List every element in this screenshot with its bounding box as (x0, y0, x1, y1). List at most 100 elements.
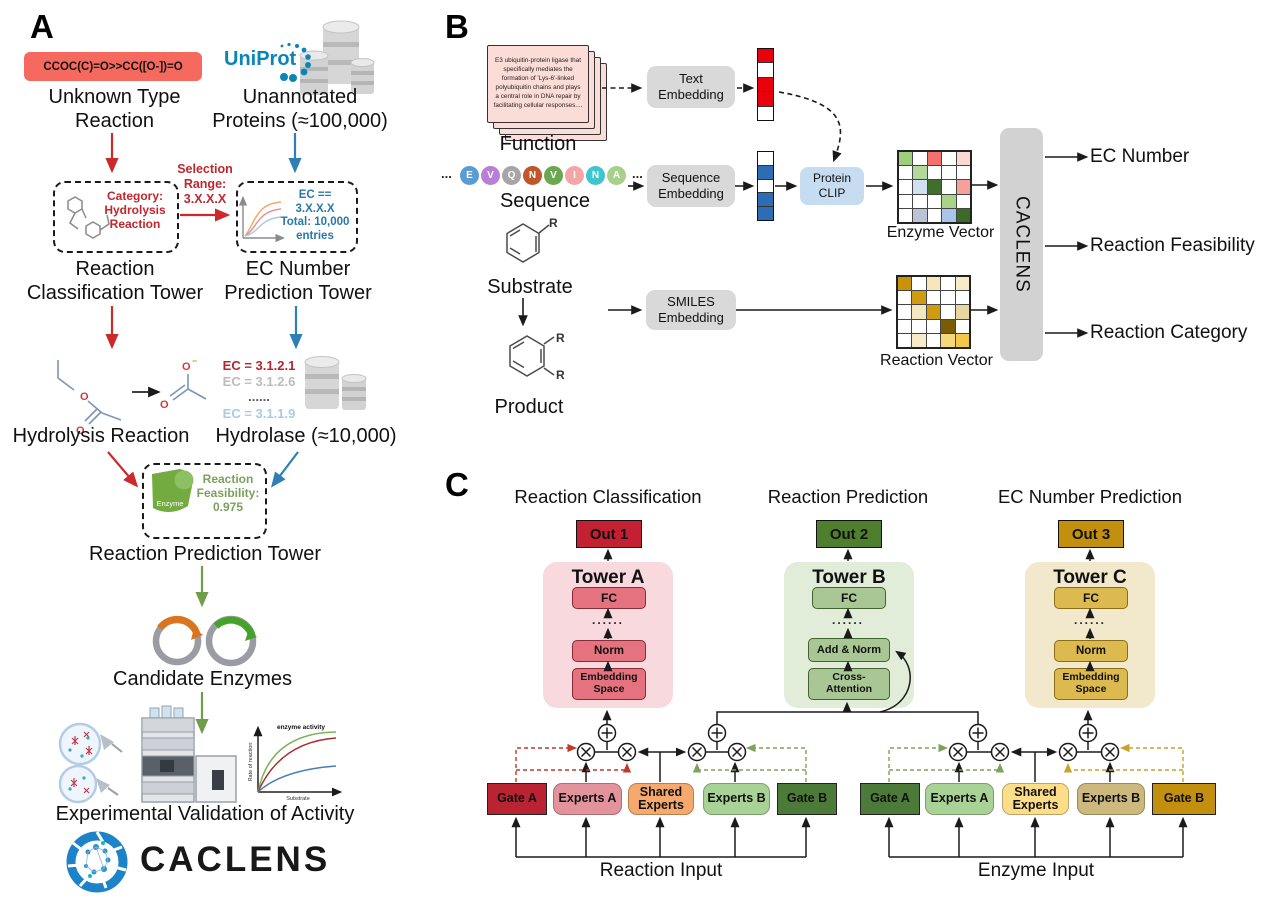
substrate-molecule (506, 223, 550, 263)
moe-right-experts-a: Experts A (925, 783, 994, 815)
otimes-icon (576, 742, 596, 762)
enzyme-vector-grid (897, 150, 972, 224)
vector-cell (758, 165, 773, 179)
vector-cell (942, 194, 956, 208)
otimes-icon (990, 742, 1010, 762)
vector-cell (899, 208, 913, 222)
ec-prediction-box (236, 181, 358, 253)
text-embedding-box: Text Embedding (647, 66, 735, 108)
panel-a-label: A (30, 8, 54, 45)
otimes-icon (687, 742, 707, 762)
ec-result-2: EC = 3.1.2.6 (222, 374, 296, 389)
vector-cell (899, 166, 913, 180)
otimes-icon (1058, 742, 1078, 762)
vector-cell (941, 333, 955, 347)
residue-circle: V (481, 166, 500, 185)
smiles-reaction-box: CCOC(C)=O>>CC([O-])=O (24, 52, 202, 81)
vector-cell (927, 152, 942, 166)
output-ec-number: EC Number (1090, 146, 1190, 167)
feasibility-text: Reaction Feasibility: 0.975 (196, 472, 260, 515)
vector-cell (758, 193, 773, 207)
residue-circle: Q (502, 166, 521, 185)
out3-box: Out 3 (1058, 520, 1124, 548)
panel-c-label: C (445, 466, 469, 503)
vector-cell (956, 152, 970, 166)
header-reaction-prediction: Reaction Prediction (767, 486, 929, 507)
vector-cell (926, 319, 941, 333)
reaction-prediction-box (142, 463, 267, 539)
ec-result-ellipsis: ...... (248, 389, 270, 404)
product-caption: Product (494, 396, 564, 418)
otimes-icon (1100, 742, 1120, 762)
sequence-caption: Sequence (499, 190, 591, 212)
vector-cell (926, 305, 941, 319)
vector-cell (927, 166, 942, 180)
plasmid-icons (152, 615, 257, 667)
tower-c-title: Tower C (1053, 567, 1127, 588)
svg-text:O: O (182, 361, 191, 373)
vector-cell (898, 319, 912, 333)
vector-cell (955, 277, 969, 291)
moe-left-gate-b: Gate B (777, 783, 837, 815)
vector-cell (927, 208, 942, 222)
otimes-icon (948, 742, 968, 762)
ec-box-text: EC == 3.X.X.X Total: 10,000 entries (280, 189, 350, 242)
gate-wires (515, 743, 1184, 782)
vector-cell (898, 291, 912, 305)
tower-c-embedding-space: Embedding Space (1054, 668, 1128, 700)
prediction-tower-caption: Reaction Prediction Tower (89, 543, 321, 565)
oplus-icon (968, 723, 988, 743)
vector-cell (955, 333, 969, 347)
sequence-ellipsis-left: ... (441, 166, 452, 181)
vector-cell (956, 194, 970, 208)
moe-right-gate-b: Gate B (1152, 783, 1216, 815)
caclens-logo-icon (66, 831, 128, 893)
moe-left-shared-experts: Shared Experts (628, 783, 694, 815)
vector-cell (913, 180, 927, 194)
database-icon (299, 20, 375, 95)
oplus-icon (707, 723, 727, 743)
acetate-molecule: O − O (160, 356, 207, 411)
svg-text:O: O (160, 399, 169, 411)
vector-cell (913, 208, 927, 222)
vector-cell (912, 305, 926, 319)
vector-cell (955, 291, 969, 305)
reaction-vector-label: Reaction Vector (880, 352, 993, 369)
ec-result-3: EC = 3.1.1.9 (222, 406, 296, 421)
residue-circle: N (523, 166, 542, 185)
vector-cell (942, 152, 956, 166)
residue-circle: N (586, 166, 605, 185)
vector-cell (955, 319, 969, 333)
vector-cell (941, 277, 955, 291)
tower-a-norm: Norm (572, 640, 646, 662)
vector-cell (899, 152, 913, 166)
tower-c-norm: Norm (1054, 640, 1128, 662)
activity-plot-title: enzyme activity (277, 724, 325, 731)
vector-cell (758, 63, 773, 77)
protein-clip-box: Protein CLIP (800, 167, 864, 205)
residue-circle: V (544, 166, 563, 185)
tower-b-add-norm: Add & Norm (808, 638, 890, 662)
reaction-vector-grid (896, 275, 971, 349)
vector-cell (926, 277, 941, 291)
otimes-icon (727, 742, 747, 762)
vector-cell (758, 179, 773, 193)
vector-cell (912, 319, 926, 333)
moe-right-shared-experts: Shared Experts (1002, 783, 1069, 815)
candidate-enzymes-caption: Candidate Enzymes (113, 668, 292, 690)
output-reaction-feasibility: Reaction Feasibility (1090, 235, 1255, 256)
svg-text:−: − (192, 356, 197, 366)
activity-plot-ylabel: Rate of reaction (248, 743, 254, 782)
vector-cell (941, 305, 955, 319)
tower-c-dots: ...... (1073, 613, 1106, 627)
vector-cell (898, 277, 912, 291)
substrate-caption: Substrate (487, 276, 573, 298)
out1-box: Out 1 (576, 520, 642, 548)
tower-a-title: Tower A (571, 567, 645, 588)
vector-cell (899, 194, 913, 208)
vector-cell (956, 208, 970, 222)
vector-cell (913, 166, 927, 180)
validation-caption: Experimental Validation of Activity (55, 803, 355, 825)
vector-cell (913, 194, 927, 208)
text-embedding-vector (757, 48, 774, 121)
